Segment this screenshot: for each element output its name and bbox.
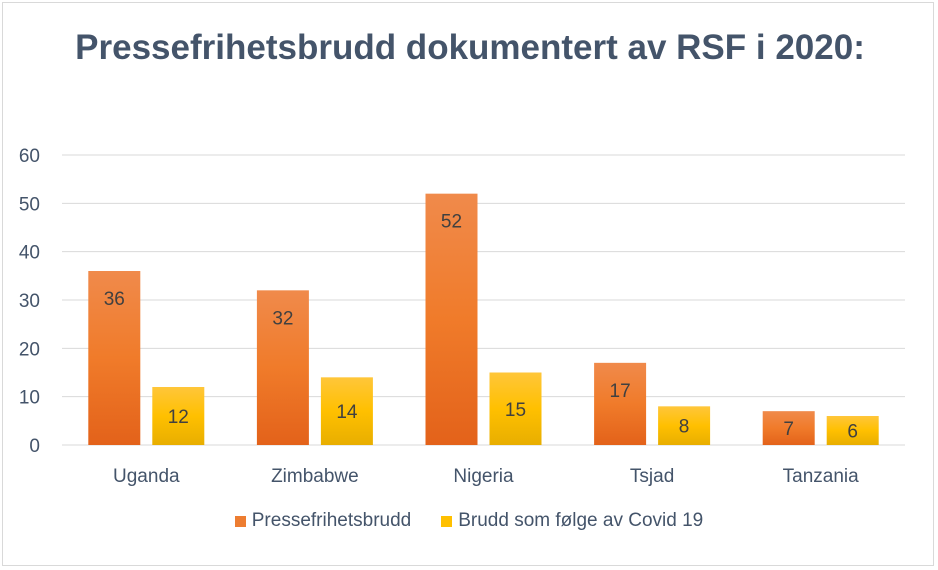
legend: Pressefrihetsbrudd Brudd som følge av Co…: [0, 510, 938, 532]
x-tick-label: Nigeria: [453, 466, 514, 487]
legend-item-1: Brudd som følge av Covid 19: [441, 510, 703, 532]
x-tick-label: Tsjad: [630, 466, 674, 487]
y-tick-label: 40: [19, 243, 40, 264]
data-label: 15: [505, 400, 526, 421]
bar-covid-tsjad: [658, 406, 711, 445]
bar-covid-tanzania: [826, 416, 879, 445]
bar-pressefrihetsbrudd-tanzania: [762, 411, 815, 445]
legend-item-0: Pressefrihetsbrudd: [234, 510, 412, 532]
y-tick-label: 60: [19, 146, 40, 167]
bar-covid-zimbabwe: [320, 377, 373, 445]
y-tick-label: 0: [29, 436, 40, 457]
chart-title: Pressefrihetsbrudd dokumentert av RSF i …: [75, 28, 865, 67]
data-label: 36: [104, 289, 125, 310]
x-tick-label: Zimbabwe: [271, 466, 359, 487]
bar-pressefrihetsbrudd-uganda: [88, 271, 141, 445]
y-tick-label: 50: [19, 194, 40, 215]
legend-label: Brudd som følge av Covid 19: [458, 510, 704, 531]
data-label: 52: [441, 212, 462, 233]
bar-pressefrihetsbrudd-zimbabwe: [256, 290, 309, 445]
data-label: 17: [610, 381, 631, 402]
y-tick-label: 20: [19, 339, 40, 360]
bar-covid-nigeria: [489, 372, 542, 445]
data-label: 12: [168, 407, 189, 428]
y-tick-label: 10: [19, 388, 40, 409]
bar-covid-uganda: [152, 387, 205, 445]
data-label: 8: [679, 417, 690, 438]
data-label: 14: [336, 402, 358, 423]
legend-label: Pressefrihetsbrudd: [251, 510, 412, 531]
y-tick-label: 30: [19, 291, 40, 312]
legend-swatch-icon: [234, 515, 246, 527]
data-label: 7: [783, 419, 794, 440]
x-tick-label: Tanzania: [783, 466, 859, 487]
bar-pressefrihetsbrudd-nigeria: [425, 193, 478, 445]
data-label: 32: [272, 308, 293, 329]
legend-swatch-icon: [441, 515, 453, 527]
x-tick-label: Uganda: [113, 466, 180, 487]
bar-pressefrihetsbrudd-tsjad: [594, 362, 647, 445]
data-label: 6: [847, 422, 858, 443]
